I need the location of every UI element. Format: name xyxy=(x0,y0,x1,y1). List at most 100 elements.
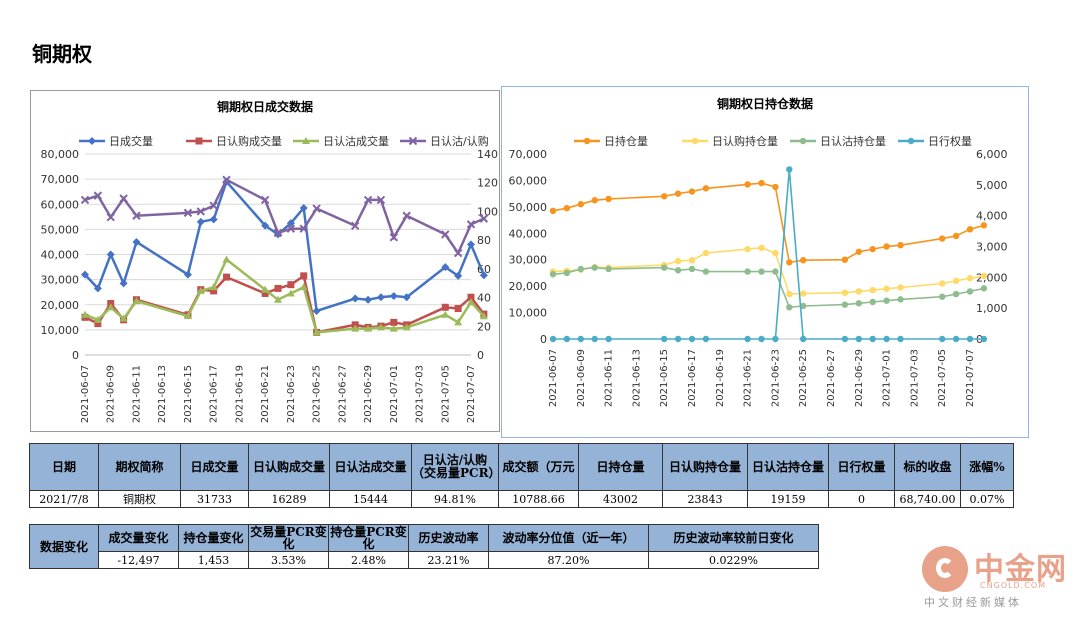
header-cell: 成交量变化 xyxy=(98,524,179,552)
data-point xyxy=(688,335,696,343)
data-point xyxy=(758,244,765,252)
data-point xyxy=(286,219,295,228)
series-line xyxy=(553,169,984,340)
data-point xyxy=(479,271,488,280)
data-point xyxy=(132,211,141,220)
data-point xyxy=(786,259,793,266)
data-point xyxy=(855,335,862,343)
data-point xyxy=(389,291,398,300)
logo-icon xyxy=(922,546,968,592)
data-point xyxy=(119,279,128,288)
x-tick-label: 2021-06-21 xyxy=(743,349,754,407)
data-point xyxy=(376,293,385,302)
data-point xyxy=(688,257,696,264)
data-point xyxy=(81,270,89,279)
table-cell: 23.21% xyxy=(408,551,489,569)
data-point xyxy=(132,237,141,246)
data-point xyxy=(93,191,103,200)
data-point xyxy=(772,268,779,275)
x-tick-label: 2021-06-15 xyxy=(183,365,194,423)
data-point xyxy=(441,303,449,311)
data-point xyxy=(376,323,385,331)
data-point xyxy=(441,263,450,272)
data-change-table: 数据变化 成交量变化 持仓量变化 交易量PCR变化 持仓量PCR变化 历史波动率… xyxy=(29,524,819,569)
table-row: 2021/7/8 铜期权 31733 16289 15444 94.81% 10… xyxy=(29,490,1014,508)
data-point xyxy=(441,230,450,239)
data-point xyxy=(479,214,489,223)
x-tick-label: 2021-07-05 xyxy=(440,365,451,423)
data-point xyxy=(454,318,463,326)
x-tick-label: 2021-07-01 xyxy=(389,365,400,423)
data-point xyxy=(549,335,557,343)
x-tick-label: 2021-06-19 xyxy=(234,365,245,423)
site-logo: 中金网 CNGOLD.COM 中文财经新媒体 xyxy=(918,540,1068,612)
x-tick-label: 2021-06-25 xyxy=(798,349,809,407)
data-point xyxy=(467,293,475,301)
logo-name: 中金网 xyxy=(974,552,1067,587)
data-point xyxy=(286,224,296,233)
y-tick-label: 0 xyxy=(72,349,79,362)
table-cell: 16289 xyxy=(248,490,330,508)
y2-tick-label: 40 xyxy=(477,292,491,305)
percentile-cell: 87.20% xyxy=(488,551,649,569)
data-point xyxy=(661,264,668,271)
x-tick-label: 2021-06-13 xyxy=(157,365,168,423)
y-tick-label: 70,000 xyxy=(41,173,80,186)
legend-label: 日认沽/认购 xyxy=(430,134,489,148)
x-tick-label: 2021-06-19 xyxy=(715,349,726,407)
data-point xyxy=(286,289,295,297)
data-point xyxy=(441,310,450,318)
data-point xyxy=(952,277,960,285)
data-point xyxy=(363,195,373,205)
data-point xyxy=(209,201,218,210)
data-point xyxy=(389,324,398,332)
data-point xyxy=(939,335,946,343)
table-header-row: 数据变化 成交量变化 持仓量变化 交易量PCR变化 持仓量PCR变化 历史波动率… xyxy=(29,524,819,569)
data-point xyxy=(196,217,205,226)
position-chart-panel: 铜期权日持仓数据 0 10,000 20,000 30,000 40,000 50,000 6… xyxy=(501,86,1029,438)
data-point xyxy=(772,335,779,343)
data-point xyxy=(897,241,904,249)
header-cell: 交易量PCR变化 xyxy=(248,524,329,552)
data-point xyxy=(674,335,682,343)
y2-tick-label: 100 xyxy=(477,205,498,218)
data-point xyxy=(591,197,598,204)
data-point xyxy=(350,221,360,230)
data-point xyxy=(299,204,308,213)
data-point xyxy=(563,335,571,343)
data-point xyxy=(786,304,793,311)
data-point xyxy=(939,293,946,300)
data-point xyxy=(841,256,849,263)
data-point xyxy=(980,285,988,292)
x-tick-label: 2021-06-29 xyxy=(363,365,374,423)
data-point xyxy=(883,335,890,343)
x-tick-label: 2021-06-29 xyxy=(854,349,865,407)
data-point xyxy=(454,271,463,280)
data-point xyxy=(897,335,904,343)
data-point xyxy=(702,249,710,257)
data-point xyxy=(549,207,557,215)
data-point xyxy=(119,194,128,203)
data-point xyxy=(799,137,807,145)
table-row: -12,497 1,453 3.53% 2.48% 23.21% 87.20% … xyxy=(30,551,819,569)
y-tick-label: 60,000 xyxy=(509,174,548,187)
data-point xyxy=(661,193,668,200)
table-cell: 68,740.00 xyxy=(894,490,961,508)
data-point xyxy=(702,335,710,343)
legend-label: 日认购成交量 xyxy=(216,134,282,148)
data-point xyxy=(577,265,584,273)
y2-tick-label: 2,000 xyxy=(976,271,1008,284)
x-tick-label: 2021-07-07 xyxy=(466,365,477,423)
legend-label: 日成交量 xyxy=(109,134,153,148)
data-point xyxy=(691,137,699,145)
y-tick-label: 10,000 xyxy=(509,307,548,320)
header-cell: 期权简称 xyxy=(98,443,181,491)
table-cell: 3.53% xyxy=(248,551,329,569)
table-cell: 15444 xyxy=(329,490,412,508)
data-point xyxy=(577,335,584,343)
data-point xyxy=(196,286,205,294)
y-tick-label: 30,000 xyxy=(41,274,80,287)
table-cell: 10788.66 xyxy=(498,490,579,508)
y-tick-label: 10,000 xyxy=(41,324,80,337)
data-point xyxy=(196,207,206,216)
